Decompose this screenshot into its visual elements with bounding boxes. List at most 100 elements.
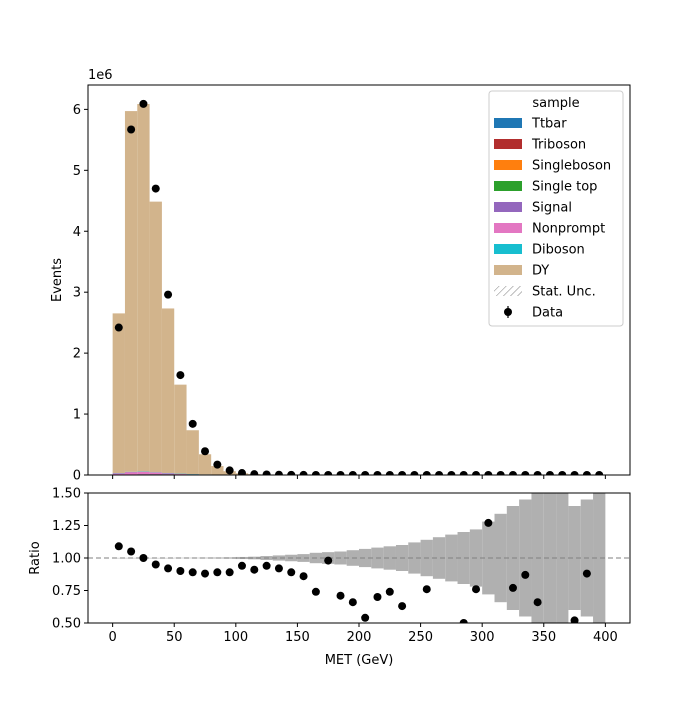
ratio-y-ticks: 0.50 0.75 1.00 1.25 1.50 [52,487,88,632]
bar-nonprompt-bin-0 [113,473,125,475]
ratio-y-axis-label: Ratio [28,541,43,574]
ratio-point-3 [152,561,160,569]
data-point-6 [189,420,197,428]
main-y-tick-label-3: 3 [73,286,81,301]
legend-swatch-ttbar [494,118,522,128]
data-point-0 [115,324,123,332]
ratio-point-13 [275,564,283,572]
ratio-point-30 [484,519,492,527]
ratio-point-23 [398,602,406,610]
x-tick-label-2: 100 [223,630,248,645]
main-y-tick-label-4: 4 [73,225,81,240]
main-x-ticks [113,475,606,479]
main-y-ticks: 0 1 2 3 4 5 6 [73,103,88,484]
data-point-2 [139,100,147,108]
ratio-point-15 [300,572,308,580]
ratio-point-0 [115,542,123,550]
main-y-tick-label-6: 6 [73,103,81,118]
bar-dy-bin-6 [187,430,199,474]
ratio-point-38 [583,570,591,578]
legend-swatch-nonprompt [494,223,522,233]
legend-label-nonprompt: Nonprompt [532,222,605,237]
legend-label-single-top: Single top [532,180,597,195]
y-offset-label: 1e6 [88,68,113,83]
legend-swatch-singleboson [494,160,522,170]
legend-swatch-triboson [494,139,522,149]
x-tick-label-8: 400 [593,630,618,645]
legend-swatch-single-top [494,181,522,191]
legend-label-data: Data [532,306,563,321]
bar-dy-bin-7 [199,454,211,474]
legend-label-singleboson: Singleboson [532,159,611,174]
ratio-point-34 [534,598,542,606]
ratio-point-2 [139,554,147,562]
ratio-point-10 [238,562,246,570]
x-axis-label: MET (GeV) [325,653,394,668]
x-tick-label-1: 50 [166,630,183,645]
legend-swatch-dy [494,265,522,275]
ratio-y-tick-label-3: 1.25 [52,519,81,534]
main-y-tick-label-2: 2 [73,347,81,362]
ratio-point-4 [164,564,172,572]
data-point-9 [226,466,234,474]
ratio-point-9 [226,568,234,576]
data-point-3 [152,185,160,193]
ratio-point-20 [361,614,369,622]
legend-label-stat-unc-: Stat. Unc. [532,285,596,300]
ratio-point-12 [263,562,271,570]
ratio-y-tick-label-4: 1.50 [52,487,81,502]
ratio-y-tick-label-1: 0.75 [52,584,81,599]
main-y-tick-label-0: 0 [73,469,81,484]
bar-nonprompt-bin-1 [125,472,137,474]
ratio-y-tick-label-0: 0.50 [52,617,81,632]
data-point-7 [201,447,209,455]
ratio-point-8 [213,568,221,576]
ratio-point-32 [509,584,517,592]
legend-swatch-stat-unc [494,286,522,296]
legend-label-signal: Signal [532,201,572,216]
ratio-point-11 [250,566,258,574]
ratio-point-14 [287,568,295,576]
ratio-point-18 [337,592,345,600]
bar-dy-bin-3 [150,202,162,473]
main-y-tick-label-1: 1 [73,408,81,423]
data-point-4 [164,291,172,299]
data-point-8 [213,461,221,469]
bar-dy-bin-1 [125,111,137,472]
legend-label-ttbar: Ttbar [531,117,567,132]
ratio-point-21 [373,593,381,601]
legend-data-marker [504,308,512,316]
ratio-point-17 [324,557,332,565]
bar-nonprompt-bin-2 [137,472,149,475]
ratio-y-tick-label-2: 1.00 [52,552,81,567]
main-y-axis-label: Events [50,258,65,302]
x-tick-label-5: 250 [408,630,433,645]
legend-label-diboson: Diboson [532,243,585,258]
data-point-10 [238,469,246,477]
x-tick-label-0: 0 [108,630,116,645]
main-y-tick-label-5: 5 [73,164,81,179]
x-tick-label-4: 200 [347,630,372,645]
x-tick-label-3: 150 [285,630,310,645]
ratio-point-6 [189,568,197,576]
legend-label-dy: DY [532,264,549,279]
ratio-point-25 [423,585,431,593]
bar-nonprompt-bin-3 [150,472,162,474]
legend-title: sample [532,96,579,111]
data-point-1 [127,125,135,133]
ratio-point-1 [127,548,135,556]
legend-label-triboson: Triboson [531,138,586,153]
ratio-point-7 [201,570,209,578]
x-tick-label-6: 300 [470,630,495,645]
ratio-point-16 [312,588,320,596]
data-point-5 [176,371,184,379]
ratio-point-33 [521,571,529,579]
bar-dy-bin-0 [113,313,125,473]
legend-swatch-diboson [494,244,522,254]
ratio-point-19 [349,598,357,606]
ratio-point-29 [472,585,480,593]
bar-dy-bin-4 [162,308,174,473]
